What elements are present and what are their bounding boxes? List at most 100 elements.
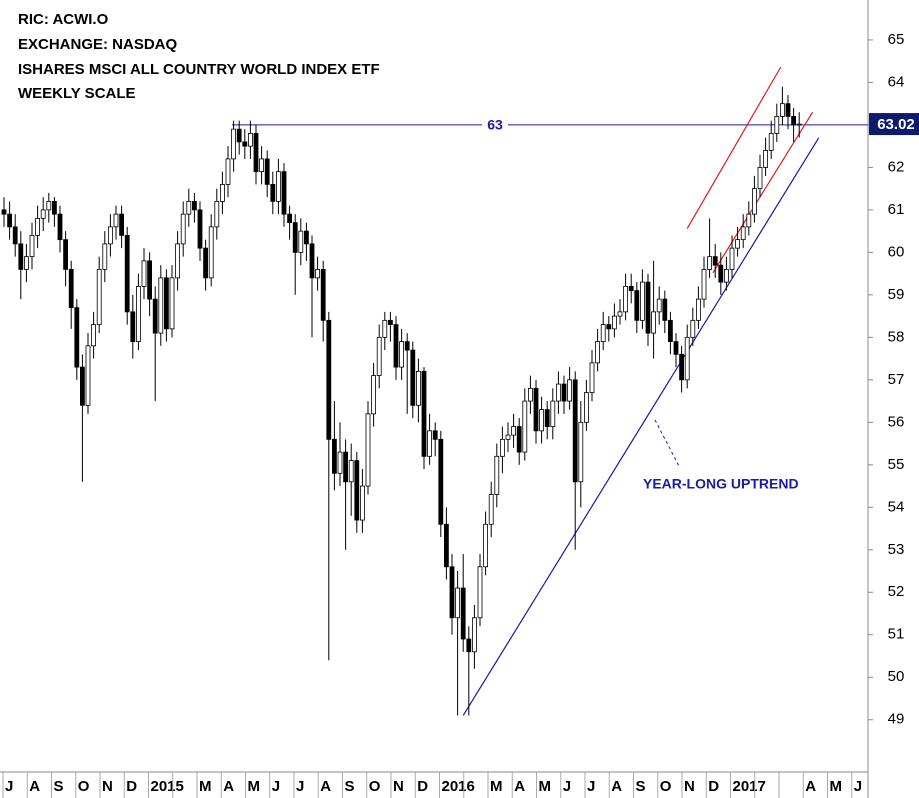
x-tick-label: 2017 [733,778,766,795]
candle-body [231,128,237,160]
x-tick-label: D [417,778,428,795]
candle-body [455,587,461,619]
candle-body [270,183,276,202]
candle-body [68,268,74,309]
candle-body [52,200,57,215]
candle-body [774,116,780,134]
x-tick-label: O [78,778,90,795]
candle-body [757,167,763,190]
candle-body [281,171,287,215]
channel-line [712,111,814,274]
candle-body [337,451,343,474]
candle-body [752,188,757,215]
candle-body [556,383,561,402]
candle-body [259,158,265,173]
price-tag-label: 63.02 [877,116,915,133]
candle-body [74,307,80,368]
candle-body [494,455,500,495]
candle-body [359,485,365,521]
candle-body [673,341,679,355]
candle-body [696,298,701,321]
candle-body [466,638,472,653]
candle-body [483,523,489,568]
candle-body [640,281,645,321]
x-tick-label: M [248,778,261,795]
x-tick-label: 2015 [151,778,184,795]
candle-body [113,213,119,228]
candle-body [124,234,130,313]
x-tick-label: 2016 [442,778,475,795]
x-tick-label: J [272,778,280,795]
candle-body [354,460,360,521]
y-tick-label: 62 [888,158,905,175]
y-tick-label: 65 [888,31,905,48]
candle-body [46,200,52,211]
x-tick-label: S [636,778,646,795]
candle-body [18,243,24,270]
candle-body [477,566,483,619]
candle-body [91,324,96,347]
candle-body [684,336,690,381]
uptrend-line [462,137,820,716]
y-tick-label: 49 [888,711,905,728]
candle-body [163,277,169,330]
candle-body [791,116,796,126]
candle-body [35,217,40,236]
candle-body [617,311,623,317]
candle-body [348,460,354,483]
x-tick-label: O [660,778,672,795]
candle-body [96,268,102,326]
candle-body [130,311,136,343]
candle-body [438,438,444,525]
candle-body [740,226,746,241]
candle-body [23,256,29,270]
candle-body [634,290,640,321]
x-tick-label: J [563,778,571,795]
candle-body [533,387,539,432]
resistance-label: 63 [487,117,503,133]
candle-body [102,243,108,270]
candle-body [679,353,684,381]
x-tick-label: O [369,778,381,795]
x-tick-label: A [514,778,525,795]
candle-body [668,319,673,343]
y-tick-label: 61 [888,201,905,218]
candle-body [550,400,556,427]
title-line: EXCHANGE: NASDAQ [18,36,178,53]
channel-line [686,66,782,229]
candle-body [516,426,522,453]
candle-body [108,226,113,245]
candle-body [656,298,662,313]
candle-body [135,285,141,343]
plot-area: 63 YEAR-LONG UPTREND [1,66,868,716]
candle-body [511,426,517,436]
candle-body [1,209,7,215]
candle-body [315,268,321,279]
candle-body [768,133,774,151]
x-tick-label: A [29,778,40,795]
candle-body [326,319,332,440]
candle-body [119,213,124,236]
candle-body [12,226,18,245]
candle-body [471,617,477,653]
y-tick-label: 57 [888,371,905,388]
title-line: RIC: ACWI.O [18,11,109,28]
candle-body [303,230,309,245]
candle-body [690,319,696,338]
candle-body [387,319,393,326]
y-tick-label: 50 [888,668,905,685]
x-tick-label: N [393,778,404,795]
candle-body [298,230,304,253]
candle-body [141,260,147,287]
candle-body [421,370,427,457]
candle-body [7,213,12,228]
candle-body [612,315,617,330]
x-tick-label: M [539,778,552,795]
candle-body [264,158,270,185]
candle-body [331,438,337,474]
x-tick-label: D [126,778,137,795]
candle-body [219,183,225,202]
candle-body [785,103,791,117]
candle-body [449,566,455,619]
